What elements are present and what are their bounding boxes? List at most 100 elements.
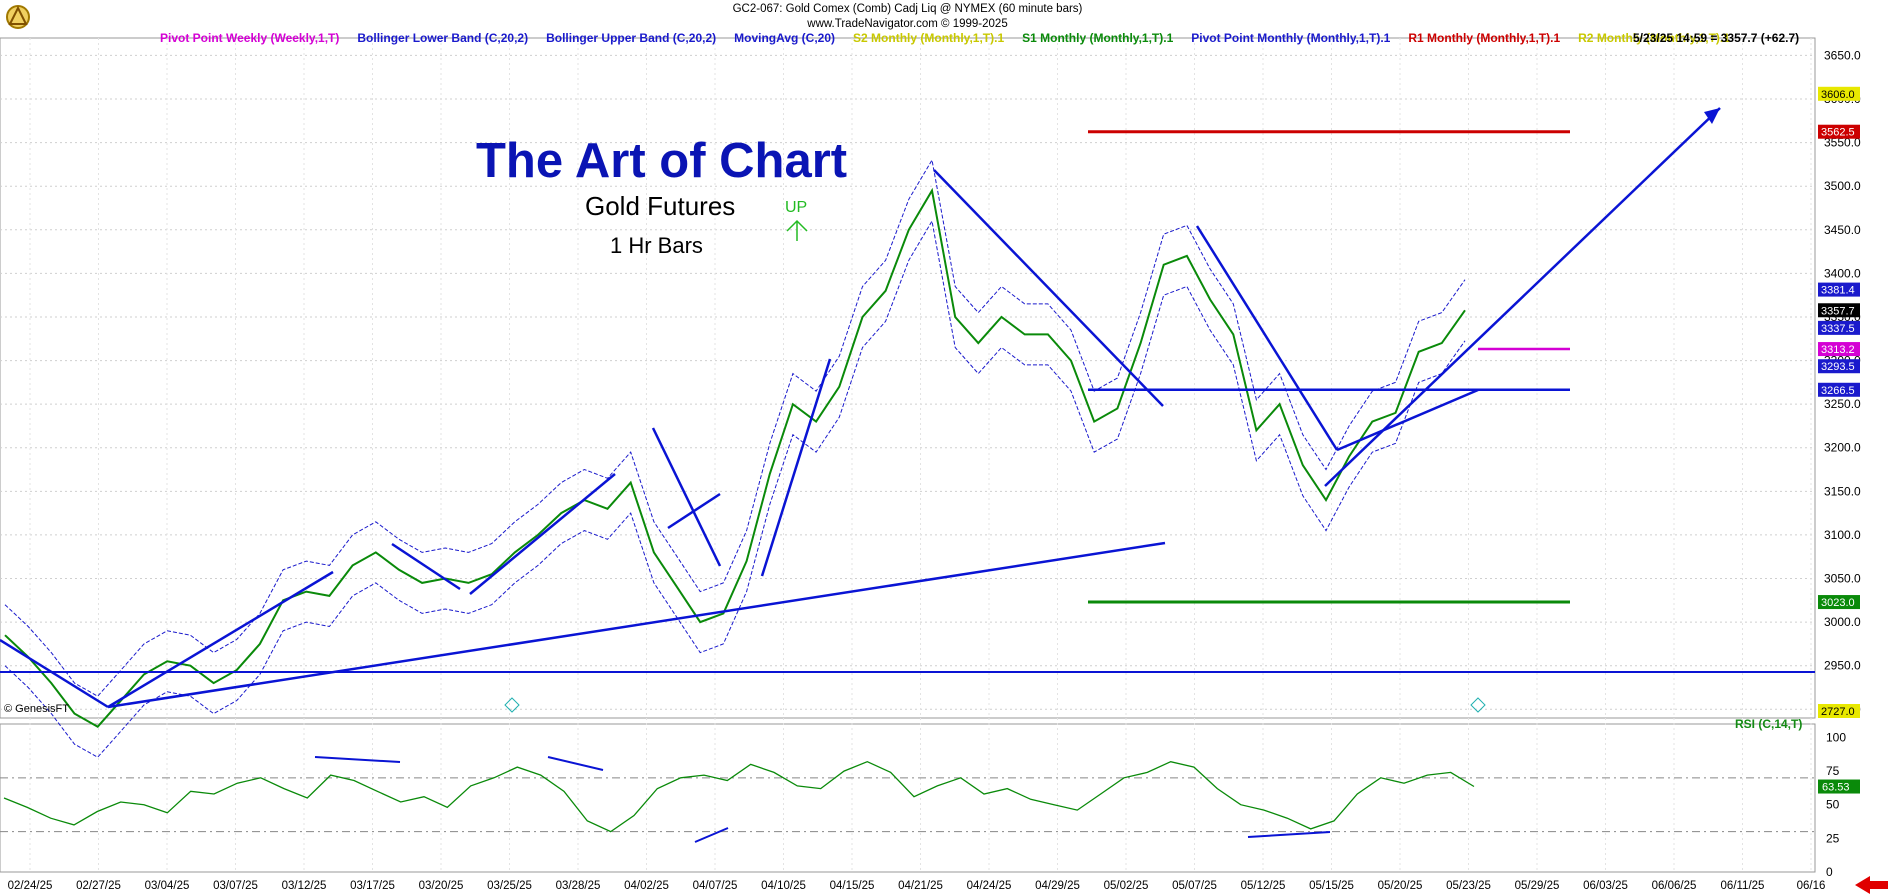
rsi-tick-label: 100	[1826, 730, 1846, 744]
price-level-tag	[1818, 303, 1860, 318]
trendline	[107, 541, 1166, 709]
x-tick-label: 05/23/25	[1446, 880, 1491, 892]
rsi-divergence-line	[694, 827, 729, 843]
x-tick-label: 02/24/25	[8, 880, 53, 892]
price-level-tag-label: 3606.0	[1821, 89, 1855, 101]
x-tick-label: 05/12/25	[1241, 880, 1286, 892]
legend-entry: S1 Monthly (Monthly,1,T).1	[1022, 31, 1174, 45]
price-level-tag	[1818, 342, 1860, 357]
x-tick-label: 03/07/25	[213, 880, 258, 892]
price-level-tag-label: 2727.0	[1821, 706, 1855, 718]
legend-entry: Pivot Point Weekly (Weekly,1,T)	[160, 31, 340, 45]
rsi-divergence-line	[547, 756, 604, 771]
x-tick-label: 03/04/25	[145, 880, 190, 892]
price-tick-label: 2950.0	[1824, 659, 1861, 673]
legend-entry: Pivot Point Monthly (Monthly,1,T).1	[1191, 31, 1391, 45]
x-tick-label: 06/06/25	[1652, 880, 1697, 892]
price-tick-label: 3450.0	[1824, 223, 1861, 237]
trendline	[651, 427, 722, 567]
trendline	[391, 542, 461, 591]
price-level-tag-label: 3266.5	[1821, 385, 1855, 397]
trendline	[933, 169, 1164, 407]
legend-entry: Bollinger Upper Band (C,20,2)	[546, 31, 717, 45]
x-tick-label: 02/27/25	[76, 880, 121, 892]
rsi-tick-label: 0	[1826, 865, 1833, 879]
x-tick-label: 03/25/25	[487, 880, 532, 892]
legend-entry: MovingAvg (C,20)	[734, 31, 836, 45]
price-level-tag-label: 3293.5	[1821, 361, 1855, 373]
rsi-panel-frame	[0, 723, 1816, 873]
x-tick-label: 05/29/25	[1515, 880, 1560, 892]
rsi-tick-label: 25	[1826, 831, 1840, 845]
rsi-divergence-line	[1247, 831, 1331, 838]
trendline	[469, 473, 616, 595]
indicator-legend: Pivot Point Weekly (Weekly,1,T) Bollinger…	[160, 31, 1748, 45]
trendline	[760, 358, 832, 577]
price-level-tag	[1818, 86, 1860, 101]
price-tick-label: 3400.0	[1824, 266, 1861, 280]
trendline	[107, 570, 334, 709]
price-level-tag	[1818, 359, 1860, 374]
x-tick-label: 04/29/25	[1035, 880, 1080, 892]
price-level-tag-label: 3313.2	[1821, 344, 1855, 356]
price-tick-label: 3050.0	[1824, 572, 1861, 586]
trendline	[667, 492, 721, 530]
price-tick-label: 3550.0	[1824, 136, 1861, 150]
price-level-tag-label: 3023.0	[1821, 597, 1855, 609]
price-level-tag	[1818, 282, 1860, 297]
price-level-tag	[1818, 704, 1860, 718]
price-level-tag-label: 3357.7	[1821, 305, 1855, 317]
price-level-tag	[1818, 124, 1860, 139]
x-tick-label: 05/07/25	[1172, 880, 1217, 892]
trade-navigator-logo-icon	[2, 2, 34, 37]
price-level-tag-label: 3381.4	[1821, 285, 1855, 297]
trendline	[1195, 225, 1339, 451]
trendline-arrowhead	[1704, 108, 1720, 124]
price-tick-label: 3500.0	[1824, 179, 1861, 193]
legend-entry: R1 Monthly (Monthly,1,T).1	[1408, 31, 1561, 45]
price-status: 5/23/25 14:59 = 3357.7 (+62.7)	[1633, 31, 1800, 45]
x-tick-label: 04/15/25	[830, 880, 875, 892]
rsi-divergence-line	[314, 756, 401, 763]
legend-entry: R2 Monthly (Monthly,1,T).1	[1578, 31, 1730, 45]
x-tick-label: 04/24/25	[967, 880, 1012, 892]
x-tick-label: 06/16	[1797, 880, 1826, 892]
price-level-tag	[1818, 382, 1860, 397]
x-tick-label: 03/12/25	[282, 880, 327, 892]
annotation-bar-size: 1 Hr Bars	[610, 233, 703, 258]
x-tick-label: 05/20/25	[1378, 880, 1423, 892]
chart-header-title: GC2-067: Gold Comex (Comb) Cadj Liq @ NY…	[732, 3, 1083, 15]
scroll-right-arrow-icon	[1855, 876, 1870, 894]
event-marker-icon	[504, 697, 520, 713]
x-tick-label: 04/10/25	[761, 880, 806, 892]
rsi-value-tag	[1818, 779, 1860, 794]
x-tick-label: 04/21/25	[898, 880, 943, 892]
trendline	[1324, 107, 1721, 487]
price-level-tag	[1818, 320, 1860, 335]
rsi-series-line	[3, 760, 1475, 833]
chart-header-copyright: www.TradeNavigator.com © 1999-2025	[807, 18, 1008, 30]
price-series-line	[4, 187, 1466, 728]
price-level-tag-label: 3562.5	[1821, 127, 1855, 139]
x-tick-label: 03/28/25	[556, 880, 601, 892]
rsi-title: RSI (C,14,T)	[1735, 717, 1803, 731]
rsi-tick-label: 75	[1826, 764, 1840, 778]
legend-entry: Bollinger Lower Band (C,20,2)	[357, 31, 529, 45]
x-tick-label: 05/02/25	[1104, 880, 1149, 892]
price-tick-label: 3000.0	[1824, 615, 1861, 629]
event-marker-icon	[1470, 697, 1486, 713]
x-tick-label: 03/20/25	[419, 880, 464, 892]
scroll-right-arrow-shaft	[1870, 881, 1888, 889]
x-tick-label: 03/17/25	[350, 880, 395, 892]
x-tick-label: 04/02/25	[624, 880, 669, 892]
legend-entry: S2 Monthly (Monthly,1,T).1	[853, 31, 1005, 45]
x-tick-label: 04/07/25	[693, 880, 738, 892]
price-panel-frame	[0, 37, 1816, 719]
rsi-value-tag-label: 63.53	[1822, 782, 1850, 794]
trendline	[1336, 388, 1479, 452]
price-tick-label: 3150.0	[1824, 484, 1861, 498]
price-tick-label: 3650.0	[1824, 48, 1861, 62]
rsi-tick-label: 50	[1826, 798, 1840, 812]
up-arrow-head	[786, 219, 808, 232]
